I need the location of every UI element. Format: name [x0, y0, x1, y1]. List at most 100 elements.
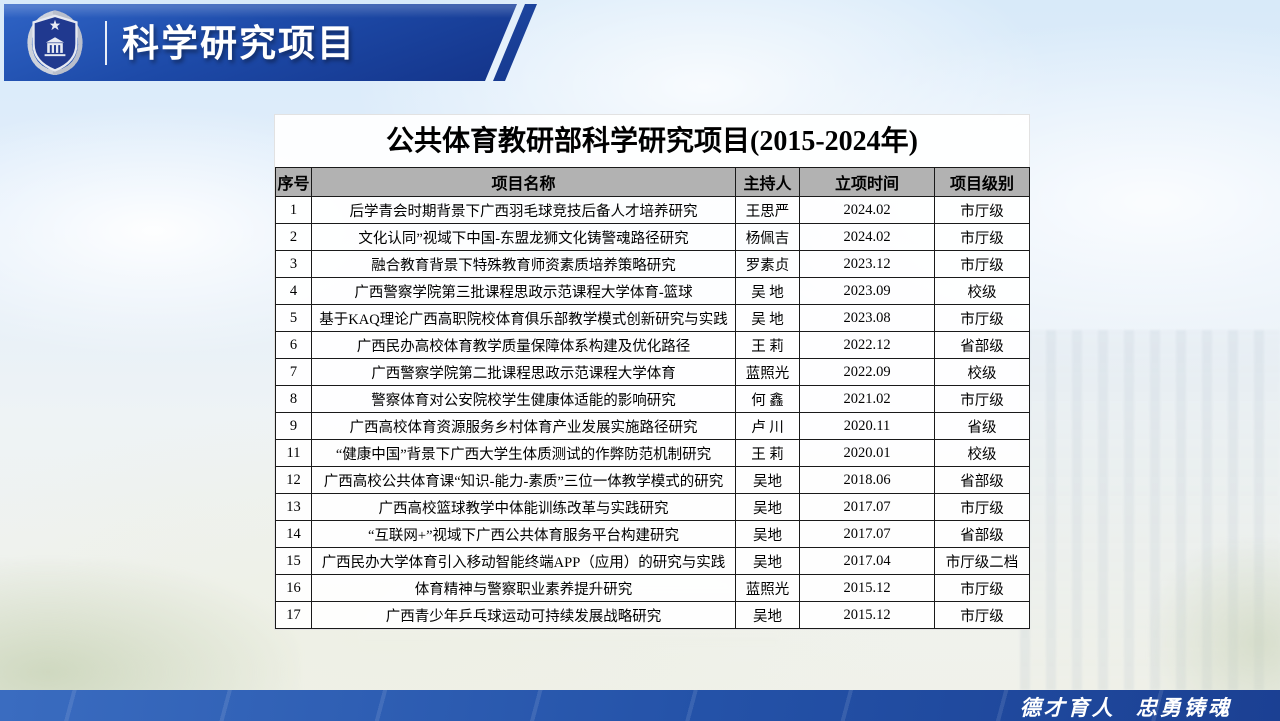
cell-project-name: “健康中国”背景下广西大学生体质测试的作弊防范机制研究	[311, 439, 736, 467]
table-row: 15 广西民办大学体育引入移动智能终端APP（应用）的研究与实践 吴地 2017.04…	[275, 547, 1030, 575]
table-row: 11 “健康中国”背景下广西大学生体质测试的作弊防范机制研究王 莉 2020.01 校…	[275, 439, 1030, 467]
cell-project-name: 广西民办高校体育教学质量保障体系构建及优化路径	[311, 331, 736, 359]
column-header-approval-date: 立项时间	[799, 167, 935, 197]
cell-principal: 王 莉	[735, 331, 800, 359]
cell-project-level: 市厅级二档	[934, 547, 1030, 575]
cell-approval-date: 2022.09	[799, 358, 935, 386]
cell-no: 2	[275, 223, 312, 251]
cell-principal: 罗素贞	[735, 250, 800, 278]
column-header-project-name: 项目名称	[311, 167, 736, 197]
cell-project-level: 市厅级	[934, 601, 1030, 629]
cell-project-name: 警察体育对公安院校学生健康体适能的影响研究	[311, 385, 736, 413]
cell-no: 3	[275, 250, 312, 278]
cell-approval-date: 2017.07	[799, 520, 935, 548]
background-trees-right	[1150, 540, 1280, 710]
projects-table-panel: 公共体育教研部科学研究项目(2015-2024年) 序号 项目名称 主持人 立项时间项…	[274, 114, 1030, 630]
cell-principal: 王 莉	[735, 439, 800, 467]
cell-principal: 吴 地	[735, 304, 800, 332]
table-row: 2 文化认同”视域下中国-东盟龙狮文化铸警魂路径研究 杨佩吉 2024.02 市厅级	[275, 223, 1030, 251]
table-row: 3 融合教育背景下特殊教育师资素质培养策略研究 罗素贞 2023.12 市厅级	[275, 250, 1030, 278]
cell-project-name: 广西警察学院第二批课程思政示范课程大学体育	[311, 358, 736, 386]
column-header-no: 序号	[275, 167, 312, 197]
cell-project-level: 省部级	[934, 520, 1030, 548]
page-title: 科学研究项目	[122, 23, 356, 64]
table-row: 12 广西高校公共体育课“知识-能力-素质”三位一体教学模式的研究 吴地 2018.0…	[275, 466, 1030, 494]
cell-principal: 吴地	[735, 520, 800, 548]
cell-approval-date: 2015.12	[799, 574, 935, 602]
footer-motto: 德才育人 忠勇铸魂	[1019, 695, 1232, 720]
cell-approval-date: 2020.01	[799, 439, 935, 467]
table-row: 14 “互联网+”视域下广西公共体育服务平台构建研究 吴地 2017.07 省部级	[275, 520, 1030, 548]
cell-project-name: 广西民办大学体育引入移动智能终端APP（应用）的研究与实践	[311, 547, 736, 575]
cell-project-level: 省部级	[934, 466, 1030, 494]
college-badge-icon	[22, 10, 88, 76]
cell-principal: 杨佩吉	[735, 223, 800, 251]
table-row: 16 体育精神与警察职业素养提升研究 蓝照光 2015.12 市厅级	[275, 574, 1030, 602]
cell-approval-date: 2024.02	[799, 223, 935, 251]
cell-project-name: 广西高校公共体育课“知识-能力-素质”三位一体教学模式的研究	[311, 466, 736, 494]
cell-no: 12	[275, 466, 312, 494]
cell-project-name: 广西警察学院第三批课程思政示范课程大学体育-篮球	[311, 277, 736, 305]
cell-approval-date: 2020.11	[799, 412, 935, 440]
cell-project-name: 基于KAQ理论广西高职院校体育俱乐部教学模式创新研究与实践	[311, 304, 736, 332]
cell-approval-date: 2015.12	[799, 601, 935, 629]
cell-project-level: 市厅级	[934, 223, 1030, 251]
table-row: 7 广西警察学院第二批课程思政示范课程大学体育 蓝照光 2022.09 校级	[275, 358, 1030, 386]
header-divider	[105, 21, 107, 65]
cell-principal: 吴地	[735, 466, 800, 494]
cell-project-level: 市厅级	[934, 250, 1030, 278]
table-row: 9 广西高校体育资源服务乡村体育产业发展实施路径研究卢 川 2020.11 省级	[275, 412, 1030, 440]
cell-project-level: 市厅级	[934, 196, 1030, 224]
cell-principal: 吴地	[735, 493, 800, 521]
table-row: 6 广西民办高校体育教学质量保障体系构建及优化路径王 莉 2022.12 省部级	[275, 331, 1030, 359]
cell-project-name: 后学青会时期背景下广西羽毛球竞技后备人才培养研究	[311, 196, 736, 224]
cell-project-level: 市厅级	[934, 574, 1030, 602]
table-row: 8 警察体育对公安院校学生健康体适能的影响研究何 鑫 2021.02 市厅级	[275, 385, 1030, 413]
cell-project-level: 校级	[934, 439, 1030, 467]
column-header-project-level: 项目级别	[934, 167, 1030, 197]
table-row: 13 广西高校篮球教学中体能训练改革与实践研究 吴地 2017.07 市厅级	[275, 493, 1030, 521]
table-row: 4 广西警察学院第三批课程思政示范课程大学体育-篮球吴 地 2023.09 校级	[275, 277, 1030, 305]
cell-approval-date: 2017.04	[799, 547, 935, 575]
cell-principal: 吴 地	[735, 277, 800, 305]
cell-no: 7	[275, 358, 312, 386]
table-header-row: 序号 项目名称 主持人 立项时间 项目级别	[275, 167, 1030, 197]
cell-project-level: 市厅级	[934, 493, 1030, 521]
cell-project-level: 市厅级	[934, 385, 1030, 413]
cell-principal: 何 鑫	[735, 385, 800, 413]
cell-no: 16	[275, 574, 312, 602]
cell-no: 17	[275, 601, 312, 629]
cell-project-level: 省部级	[934, 331, 1030, 359]
cell-no: 11	[275, 439, 312, 467]
table-row: 17 广西青少年乒乓球运动可持续发展战略研究 吴地 2015.12 市厅级	[275, 601, 1030, 629]
cell-approval-date: 2023.09	[799, 277, 935, 305]
table-row: 5 基于KAQ理论广西高职院校体育俱乐部教学模式创新研究与实践吴 地 2023.08…	[275, 304, 1030, 332]
column-header-principal: 主持人	[735, 167, 800, 197]
cell-principal: 吴地	[735, 601, 800, 629]
table-body: 1 后学青会时期背景下广西羽毛球竞技后备人才培养研究 王思严 2024.02 市厅级 2 文…	[275, 196, 1030, 629]
cell-project-name: “互联网+”视域下广西公共体育服务平台构建研究	[311, 520, 736, 548]
cell-no: 6	[275, 331, 312, 359]
cell-project-level: 省级	[934, 412, 1030, 440]
cell-project-name: 融合教育背景下特殊教育师资素质培养策略研究	[311, 250, 736, 278]
cell-no: 13	[275, 493, 312, 521]
header-bar-shape	[4, 4, 517, 81]
cell-principal: 蓝照光	[735, 574, 800, 602]
cell-approval-date: 2022.12	[799, 331, 935, 359]
cell-approval-date: 2021.02	[799, 385, 935, 413]
cell-approval-date: 2017.07	[799, 493, 935, 521]
footer-bar: 德才育人 忠勇铸魂	[0, 690, 1280, 721]
cell-principal: 卢 川	[735, 412, 800, 440]
cell-project-level: 市厅级	[934, 304, 1030, 332]
cell-no: 4	[275, 277, 312, 305]
cell-project-name: 文化认同”视域下中国-东盟龙狮文化铸警魂路径研究	[311, 223, 736, 251]
cell-no: 8	[275, 385, 312, 413]
cell-principal: 吴地	[735, 547, 800, 575]
cell-no: 14	[275, 520, 312, 548]
cell-project-name: 广西高校篮球教学中体能训练改革与实践研究	[311, 493, 736, 521]
cell-approval-date: 2023.08	[799, 304, 935, 332]
cell-no: 5	[275, 304, 312, 332]
cell-principal: 王思严	[735, 196, 800, 224]
header-bar: 科学研究项目	[4, 4, 538, 81]
projects-table: 序号 项目名称 主持人 立项时间 项目级别 1 后学青会时期背景下广西羽毛球竞技后备人才培…	[275, 167, 1030, 629]
